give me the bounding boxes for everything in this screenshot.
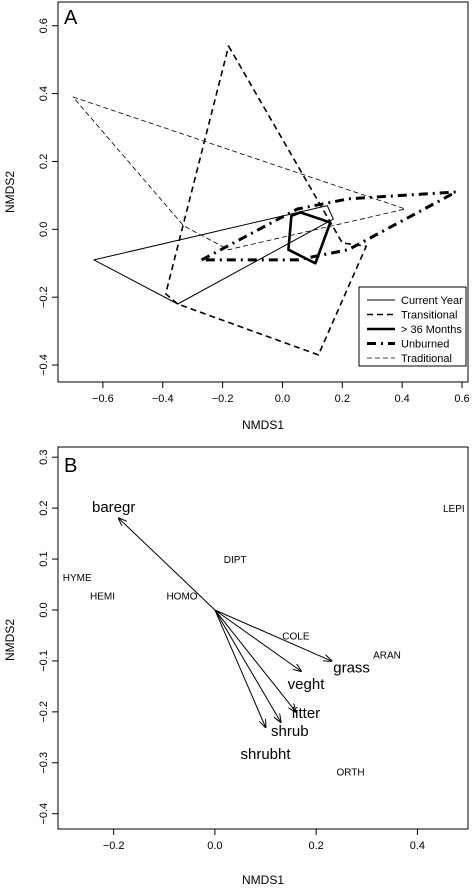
panel-b-y-tick-label: −0.3 xyxy=(38,752,50,774)
panel-b-y-tick-label: 0.1 xyxy=(38,551,50,566)
series-polygon-1 xyxy=(164,45,368,356)
panel-a-y-tick-label: −0.2 xyxy=(38,286,50,308)
taxon-label-cole: COLE xyxy=(282,632,310,643)
legend-label-1: Transitional xyxy=(401,310,457,322)
panel-b-x-tick-label: 0.0 xyxy=(207,840,222,852)
panel-a-x-tick-label: −0.2 xyxy=(212,393,234,405)
vector-arrow-litter xyxy=(214,609,296,712)
panel-b-x-tick-label: −0.2 xyxy=(103,840,125,852)
vector-arrow-shrub xyxy=(214,609,281,722)
panel-b-x-tick-label: 0.4 xyxy=(410,840,425,852)
panel-b-y-axis-label: NMDS2 xyxy=(3,619,17,661)
legend: Current Year Transitional > 36 Months Unbur… xyxy=(358,286,467,367)
panel-b-y-tick-label: 0.3 xyxy=(38,450,50,465)
panel-b-y-tick-label: −0.1 xyxy=(38,650,50,672)
taxon-label-hemi: HEMI xyxy=(90,591,115,602)
panel-a-y-axis-label: NMDS2 xyxy=(3,171,17,213)
legend-label-4: Traditional xyxy=(401,353,452,365)
panel-a-y-tick-label: 0.6 xyxy=(38,18,50,33)
taxon-label-aran: ARAN xyxy=(373,650,401,661)
legend-label-2: > 36 Months xyxy=(401,324,462,336)
vector-label-shrubht: shrubht xyxy=(241,746,292,763)
panel-a-label: A xyxy=(64,7,78,29)
panel-a-x-axis-label: NMDS1 xyxy=(242,418,284,432)
taxon-label-orth: ORTH xyxy=(336,768,364,779)
series-polygon-2 xyxy=(287,211,332,265)
vector-label-shrub: shrub xyxy=(271,723,309,740)
panel-a-y-tick-label: −0.4 xyxy=(38,354,50,376)
panel-a-y-tick-label: 0.2 xyxy=(38,154,50,169)
panel-a-y-tick-label: 0.4 xyxy=(38,86,50,101)
series-polygon-0 xyxy=(93,205,334,305)
panel-a-x-tick-label: −0.6 xyxy=(92,393,114,405)
panel-a: A −0.6 −0.4 −0.2 0.0 0.2 0.4 0.6 −0.4 −0.2 0.0 0.2… xyxy=(3,1,470,432)
panel-b-taxa: LEPI DIPT HYME HEMI HOMO COLE ARAN ORTH xyxy=(63,504,465,779)
panel-a-axes: −0.6 −0.4 −0.2 0.0 0.2 0.4 0.6 −0.4 −0.2 0.0 0.2 0.… xyxy=(38,18,470,405)
series-polygon-3 xyxy=(200,190,458,262)
panel-a-x-tick-label: 0.6 xyxy=(454,393,469,405)
panel-a-series xyxy=(72,45,458,356)
panel-a-x-tick-label: −0.4 xyxy=(152,393,174,405)
panel-b-label: B xyxy=(64,455,77,477)
taxon-label-lepi: LEPI xyxy=(443,504,465,515)
series-polygon-4 xyxy=(72,96,406,251)
panel-b-plot-frame xyxy=(57,446,469,830)
panel-b: B −0.2 0.0 0.2 0.4 −0.4 −0.3 −0.2 −0.1 0.0 0.1 0.2… xyxy=(3,446,469,887)
taxon-label-hyme: HYME xyxy=(63,573,92,584)
panel-b-y-tick-label: −0.4 xyxy=(38,803,50,825)
vector-label-veght: veght xyxy=(288,676,326,693)
panel-b-y-tick-label: 0.0 xyxy=(38,602,50,617)
taxon-label-dipt: DIPT xyxy=(224,555,247,566)
panel-b-axes: −0.2 0.0 0.2 0.4 −0.4 −0.3 −0.2 −0.1 0.0 0.1 0.2 0.… xyxy=(38,450,425,852)
panel-a-x-tick-label: 0.0 xyxy=(275,393,290,405)
legend-label-3: Unburned xyxy=(401,339,449,351)
vector-arrow-baregr xyxy=(119,518,216,611)
vector-label-baregr: baregr xyxy=(92,499,135,516)
vector-arrow-shrubht xyxy=(214,609,266,727)
taxon-label-homo: HOMO xyxy=(166,591,197,602)
vector-arrow-grass xyxy=(214,609,331,661)
panel-a-plot-frame xyxy=(57,1,469,383)
vector-label-litter: litter xyxy=(292,705,320,722)
vector-label-grass: grass xyxy=(333,660,370,677)
vector-arrow-veght xyxy=(214,609,301,671)
panel-b-y-tick-label: 0.2 xyxy=(38,500,50,515)
panel-a-y-tick-label: 0.0 xyxy=(38,222,50,237)
panel-a-x-tick-label: 0.4 xyxy=(395,393,410,405)
legend-label-0: Current Year xyxy=(401,295,463,307)
panel-b-y-tick-label: −0.2 xyxy=(38,701,50,723)
panel-a-x-tick-label: 0.2 xyxy=(335,393,350,405)
panel-b-x-axis-label: NMDS1 xyxy=(242,873,284,885)
panel-b-x-tick-label: 0.2 xyxy=(308,840,323,852)
